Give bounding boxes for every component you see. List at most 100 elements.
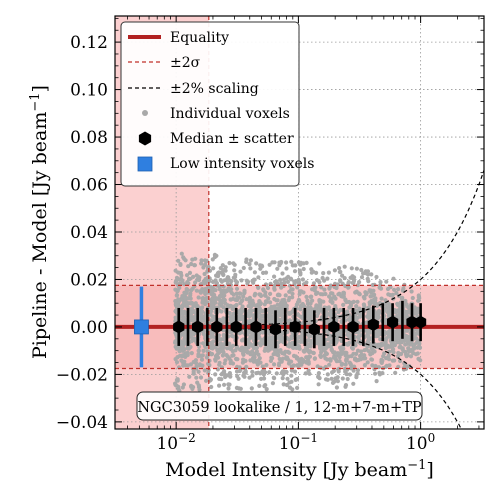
voxel-point (416, 356, 421, 361)
voxel-point (339, 362, 344, 367)
voxel-point (379, 341, 384, 346)
voxel-point (221, 272, 226, 278)
voxel-point (186, 264, 191, 269)
voxel-point (291, 363, 296, 368)
voxel-point (282, 351, 287, 356)
voxel-point (246, 337, 251, 342)
plot-frame (114, 15, 485, 430)
voxel-point (399, 351, 404, 357)
voxel-point (305, 332, 310, 337)
voxel-point (186, 296, 191, 301)
voxel-point (283, 293, 288, 298)
voxel-point (403, 337, 408, 342)
voxel-point (257, 383, 262, 388)
voxel-point (225, 275, 230, 280)
voxel-point (324, 310, 329, 316)
voxel-point (348, 362, 353, 367)
voxel-point (259, 293, 264, 298)
voxel-point (250, 369, 255, 374)
voxel-point (385, 286, 391, 292)
voxel-point (345, 342, 350, 347)
legend-frame (120, 21, 300, 187)
voxel-point (322, 366, 327, 371)
voxel-point (384, 356, 389, 361)
voxel-point (323, 291, 328, 297)
voxel-point (272, 296, 277, 302)
voxel-point (215, 274, 221, 279)
voxel-point (400, 295, 405, 300)
voxel-point (343, 297, 348, 302)
voxel-point (390, 358, 395, 363)
voxel-point (319, 285, 324, 290)
legend-label-equality: Equality (170, 30, 229, 46)
voxel-point (289, 373, 294, 378)
voxel-point (204, 287, 209, 292)
median-series (173, 300, 427, 349)
voxel-point (308, 294, 313, 299)
voxel-point (343, 384, 348, 389)
voxel-point (403, 298, 408, 304)
voxel-point (257, 335, 262, 340)
voxel-point (355, 368, 361, 373)
voxel-point (295, 385, 300, 390)
voxel-point (229, 287, 234, 292)
voxel-point (206, 361, 211, 366)
voxel-point (330, 370, 335, 375)
voxel-point (284, 355, 289, 360)
voxel-point (369, 357, 375, 362)
voxel-point (387, 363, 392, 368)
voxel-point (210, 279, 215, 284)
voxel-point (304, 359, 309, 364)
voxel-point (232, 304, 238, 309)
voxel-point (228, 317, 233, 322)
voxel-point (234, 280, 240, 285)
voxel-point (208, 342, 213, 347)
voxel-point (348, 275, 353, 280)
voxel-point (336, 369, 341, 374)
voxel-point (190, 386, 195, 391)
voxel-point (255, 285, 261, 290)
voxel-point (202, 368, 207, 373)
voxel-point (227, 310, 232, 316)
voxel-point (404, 311, 409, 316)
voxel-point (184, 288, 189, 294)
voxel-point (290, 263, 295, 268)
voxel-point (237, 331, 242, 336)
voxel-point (362, 296, 367, 301)
y-tick-label: 0.04 (70, 223, 108, 243)
voxel-point (230, 349, 235, 354)
voxel-point (268, 358, 273, 363)
voxel-point (276, 353, 281, 358)
voxel-point (223, 288, 229, 293)
voxel-point (379, 296, 384, 301)
voxel-point (200, 353, 205, 358)
voxel-point (304, 355, 309, 360)
voxel-point (181, 332, 186, 337)
voxel-point (248, 266, 253, 271)
legend-label-median: Median ± scatter (170, 131, 294, 147)
voxel-point (338, 345, 343, 350)
voxel-point (416, 293, 421, 298)
voxel-point (385, 305, 390, 310)
voxel-point (232, 268, 237, 273)
voxel-point (201, 348, 206, 353)
voxel-point (394, 291, 399, 296)
voxel-point (390, 343, 395, 348)
y-tick-label: 0.08 (70, 128, 108, 148)
voxel-point (189, 339, 194, 344)
voxel-point (229, 344, 234, 349)
voxel-point (242, 290, 247, 295)
voxel-point (395, 354, 401, 359)
voxel-point (317, 261, 322, 266)
voxel-point (228, 297, 234, 302)
voxel-point (225, 281, 230, 286)
voxel-point (262, 293, 267, 298)
voxel-point (412, 342, 417, 347)
voxel-point (338, 269, 343, 274)
voxel-point (208, 377, 213, 382)
voxel-point (177, 349, 182, 354)
voxel-point (272, 362, 277, 367)
voxel-point (258, 343, 263, 348)
voxel-point (252, 293, 257, 298)
